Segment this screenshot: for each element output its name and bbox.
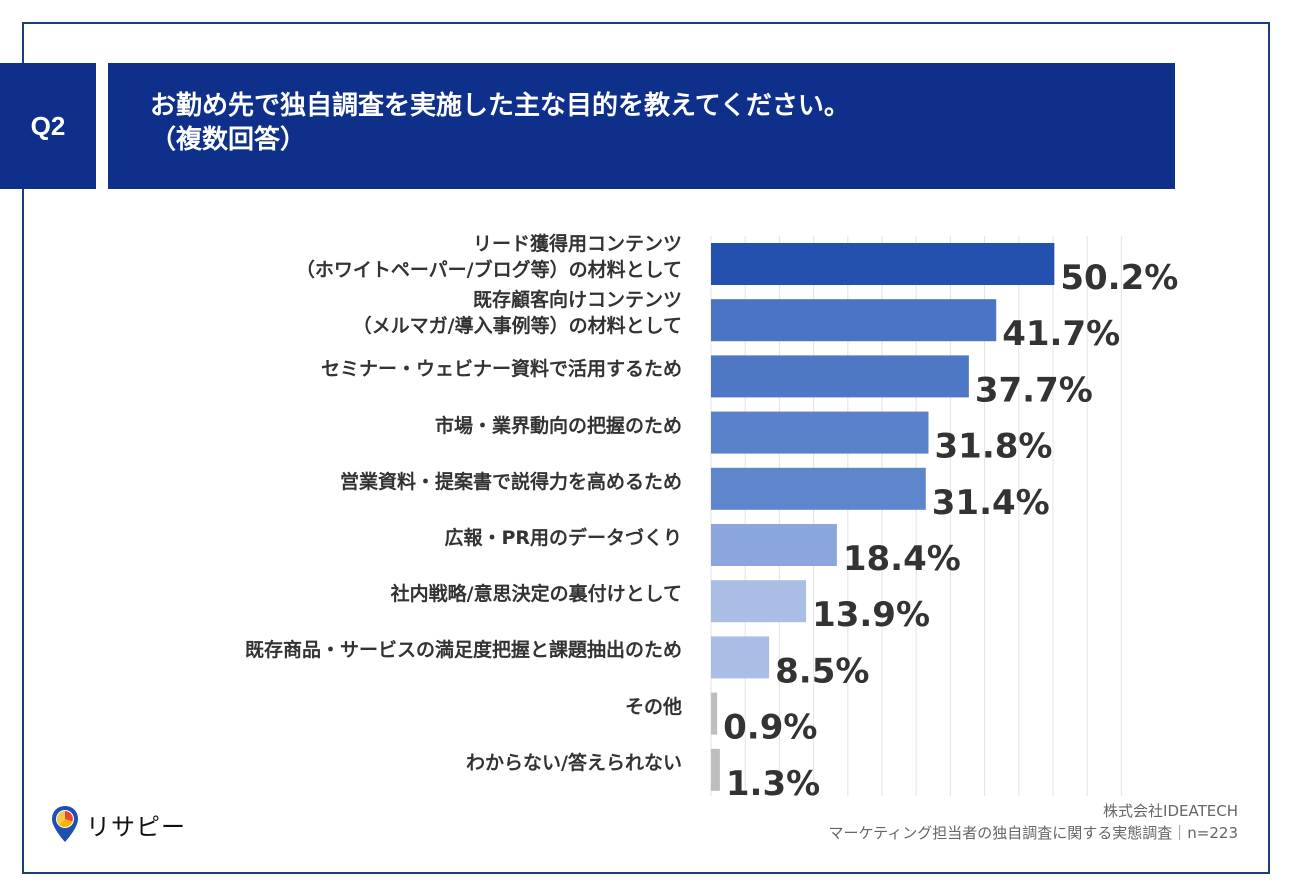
value-label: 0.9% (723, 708, 817, 748)
bar (711, 636, 770, 679)
map-pin-pie-icon (52, 806, 78, 842)
bar (711, 580, 807, 623)
category-label: わからない/答えられない (466, 750, 682, 776)
bar (711, 467, 926, 510)
category-label-line: 既存商品・サービスの満足度把握と課題抽出のため (244, 639, 682, 662)
category-label: 市場・業界動向の把握のため (435, 413, 682, 439)
category-label-line: 既存顧客向けコンテンツ (472, 289, 682, 312)
value-label: 1.3% (726, 764, 820, 804)
value-label: 8.5% (775, 651, 869, 691)
category-label-line: リード獲得用コンテンツ (472, 233, 682, 255)
chart-frame (22, 22, 1270, 874)
category-label-line: （ホワイトペーパー/ブログ等）の材料として (295, 259, 682, 281)
source-note: 株式会社IDEATECH マーケティング担当者の独自調査に関する実態調査｜n=2… (828, 800, 1238, 844)
logo: リサピー (50, 804, 186, 844)
bar (711, 299, 997, 342)
category-label: 既存商品・サービスの満足度把握と課題抽出のため (245, 637, 682, 663)
category-label: 社内戦略/意思決定の裏付けとして (391, 581, 682, 607)
category-label: 営業資料・提案書で説得力を高めるため (340, 469, 682, 495)
category-label-line: その他 (624, 695, 682, 718)
category-label-line: 営業資料・提案書で説得力を高めるため (339, 470, 682, 493)
category-label-line: （メルマガ/導入事例等）の材料として (352, 315, 682, 338)
value-label: 50.2% (1060, 258, 1178, 298)
bar (711, 411, 929, 454)
bar (711, 524, 837, 566)
category-label-line: セミナー・ウェビナー資料で活用するため (320, 358, 682, 381)
bar (711, 243, 1055, 285)
value-label: 31.8% (935, 427, 1053, 467)
value-label: 41.7% (1002, 314, 1120, 354)
category-label: リード獲得用コンテンツ （ホワイトペーパー/ブログ等）の材料として (296, 231, 682, 283)
question-title: お勤め先で独自調査を実施した主な目的を教えてください。 （複数回答） (108, 63, 1175, 189)
category-label: セミナー・ウェビナー資料で活用するため (321, 356, 682, 382)
value-label: 18.4% (843, 539, 961, 579)
value-label: 37.7% (975, 370, 1093, 410)
category-label-line: 市場・業界動向の把握のため (434, 414, 682, 437)
category-label: 広報・PR用のデータづくり (444, 525, 682, 551)
category-label: 既存顧客向けコンテンツ （メルマガ/導入事例等）の材料として (353, 287, 682, 339)
category-label-line: 社内戦略/意思決定の裏付けとして (390, 583, 682, 606)
question-badge: Q2 (0, 63, 96, 189)
category-label-line: わからない/答えられない (466, 751, 682, 774)
bar (711, 692, 718, 735)
category-label: その他 (625, 694, 682, 720)
bar (711, 355, 969, 398)
question-title-line1: お勤め先で独自調査を実施した主な目的を教えてください。 (150, 91, 850, 121)
source-company: 株式会社IDEATECH (1103, 802, 1238, 820)
bar (711, 748, 720, 791)
value-label: 31.4% (932, 483, 1050, 523)
question-title-line2: （複数回答） (150, 125, 307, 155)
category-label-line: 広報・PR用のデータづくり (444, 527, 682, 549)
logo-text: リサピー (86, 812, 186, 841)
source-survey: マーケティング担当者の独自調査に関する実態調査｜n=223 (828, 824, 1238, 842)
value-label: 13.9% (812, 595, 930, 635)
